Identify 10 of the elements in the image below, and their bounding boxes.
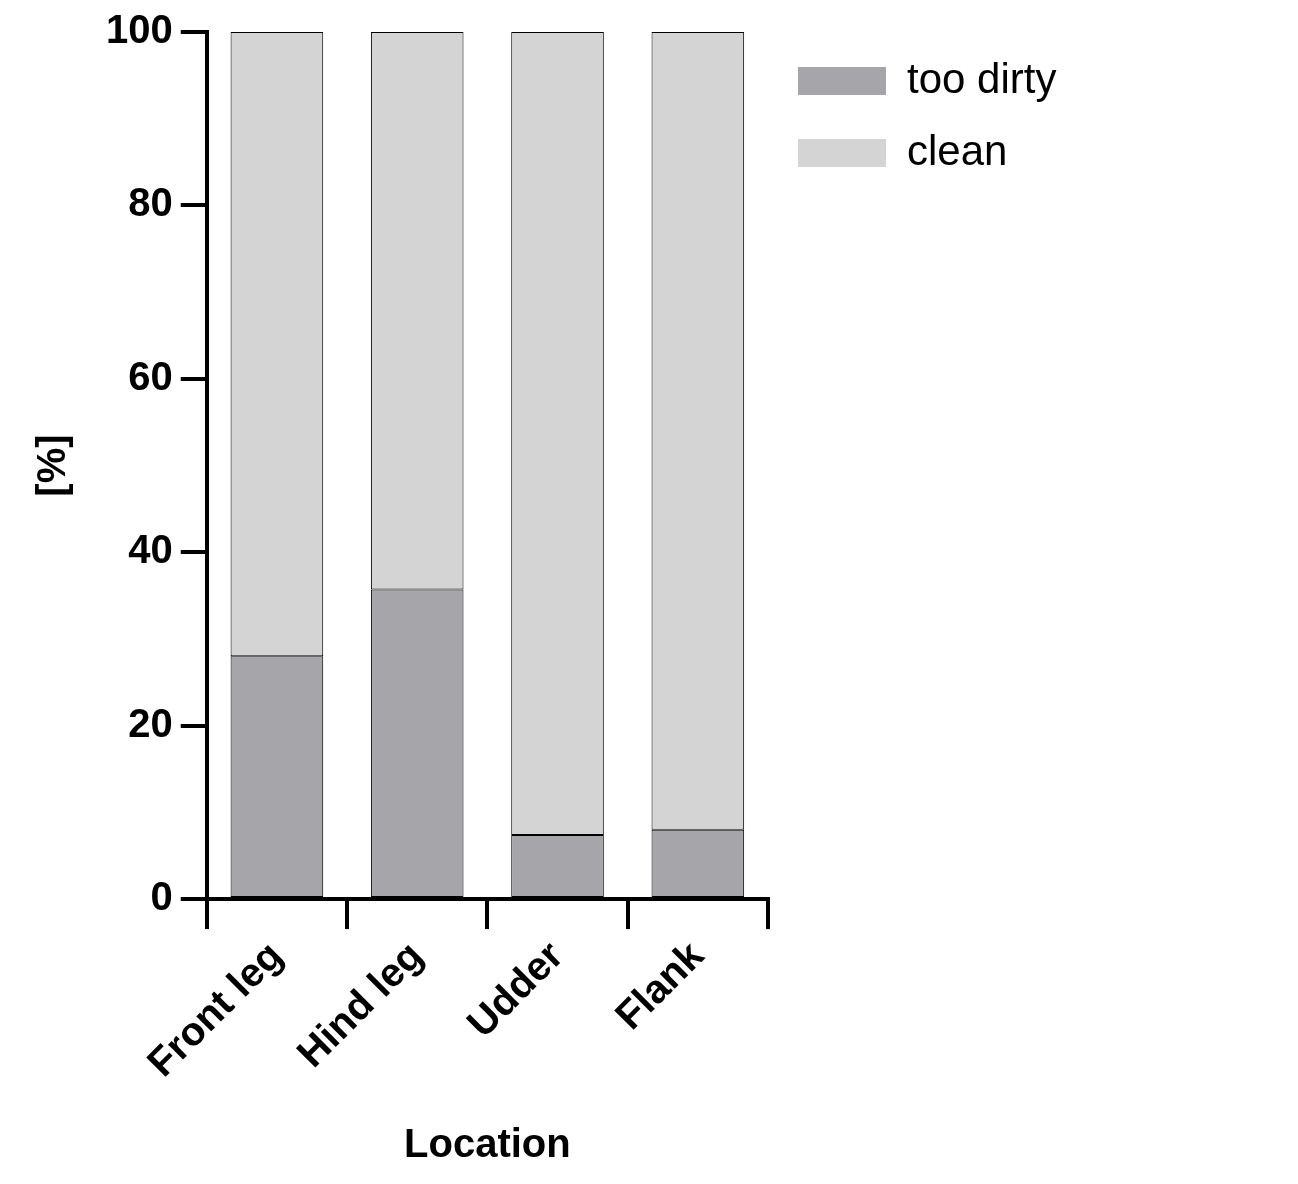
legend-label: clean	[907, 126, 1008, 174]
y-tick-label: 100	[105, 7, 173, 52]
y-tick-label: 20	[128, 700, 173, 745]
y-tick-label: 0	[150, 874, 173, 919]
y-tick-label: 40	[128, 527, 173, 572]
x-axis-title: Location	[404, 1121, 571, 1166]
legend-label: too dirty	[907, 54, 1057, 102]
y-tick-label: 80	[128, 180, 173, 225]
y-axis-title: [%]	[29, 434, 74, 497]
y-tick-label: 60	[128, 353, 173, 398]
